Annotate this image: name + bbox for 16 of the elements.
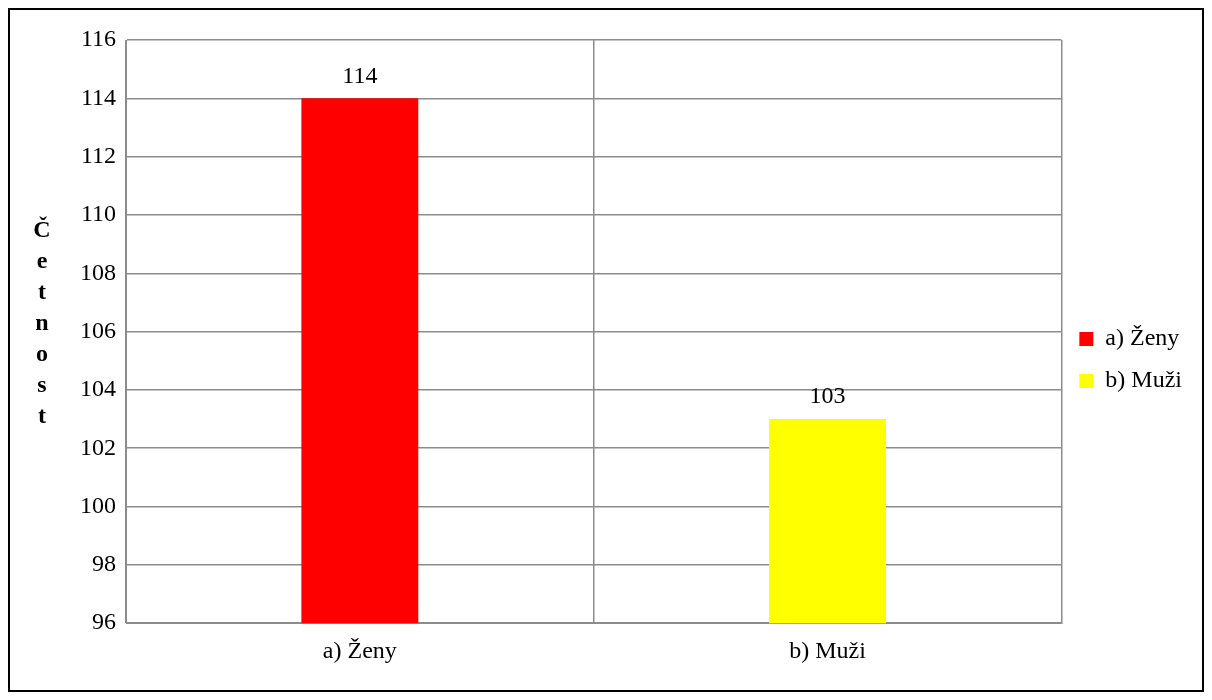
y-tick-label: 104 xyxy=(80,375,116,402)
data-label: 103 xyxy=(809,382,846,409)
legend-label: b) Muži xyxy=(1105,366,1183,393)
data-label: 114 xyxy=(342,61,378,88)
y-tick-label: 98 xyxy=(92,550,116,577)
y-tick-label: 108 xyxy=(80,258,116,285)
legend-label: a) Ženy xyxy=(1105,324,1180,351)
y-tick-label: 96 xyxy=(92,608,116,635)
y-tick-label: 114 xyxy=(80,83,116,110)
y-axis-title: Četnost xyxy=(33,215,51,428)
y-tick-label: 116 xyxy=(80,25,116,52)
y-tick-label: 100 xyxy=(80,491,116,518)
y-tick-label: 110 xyxy=(80,200,116,227)
y-tick-label: 106 xyxy=(80,316,116,343)
y-tick-label: 112 xyxy=(80,141,116,168)
y-tick-label: 102 xyxy=(80,433,116,460)
